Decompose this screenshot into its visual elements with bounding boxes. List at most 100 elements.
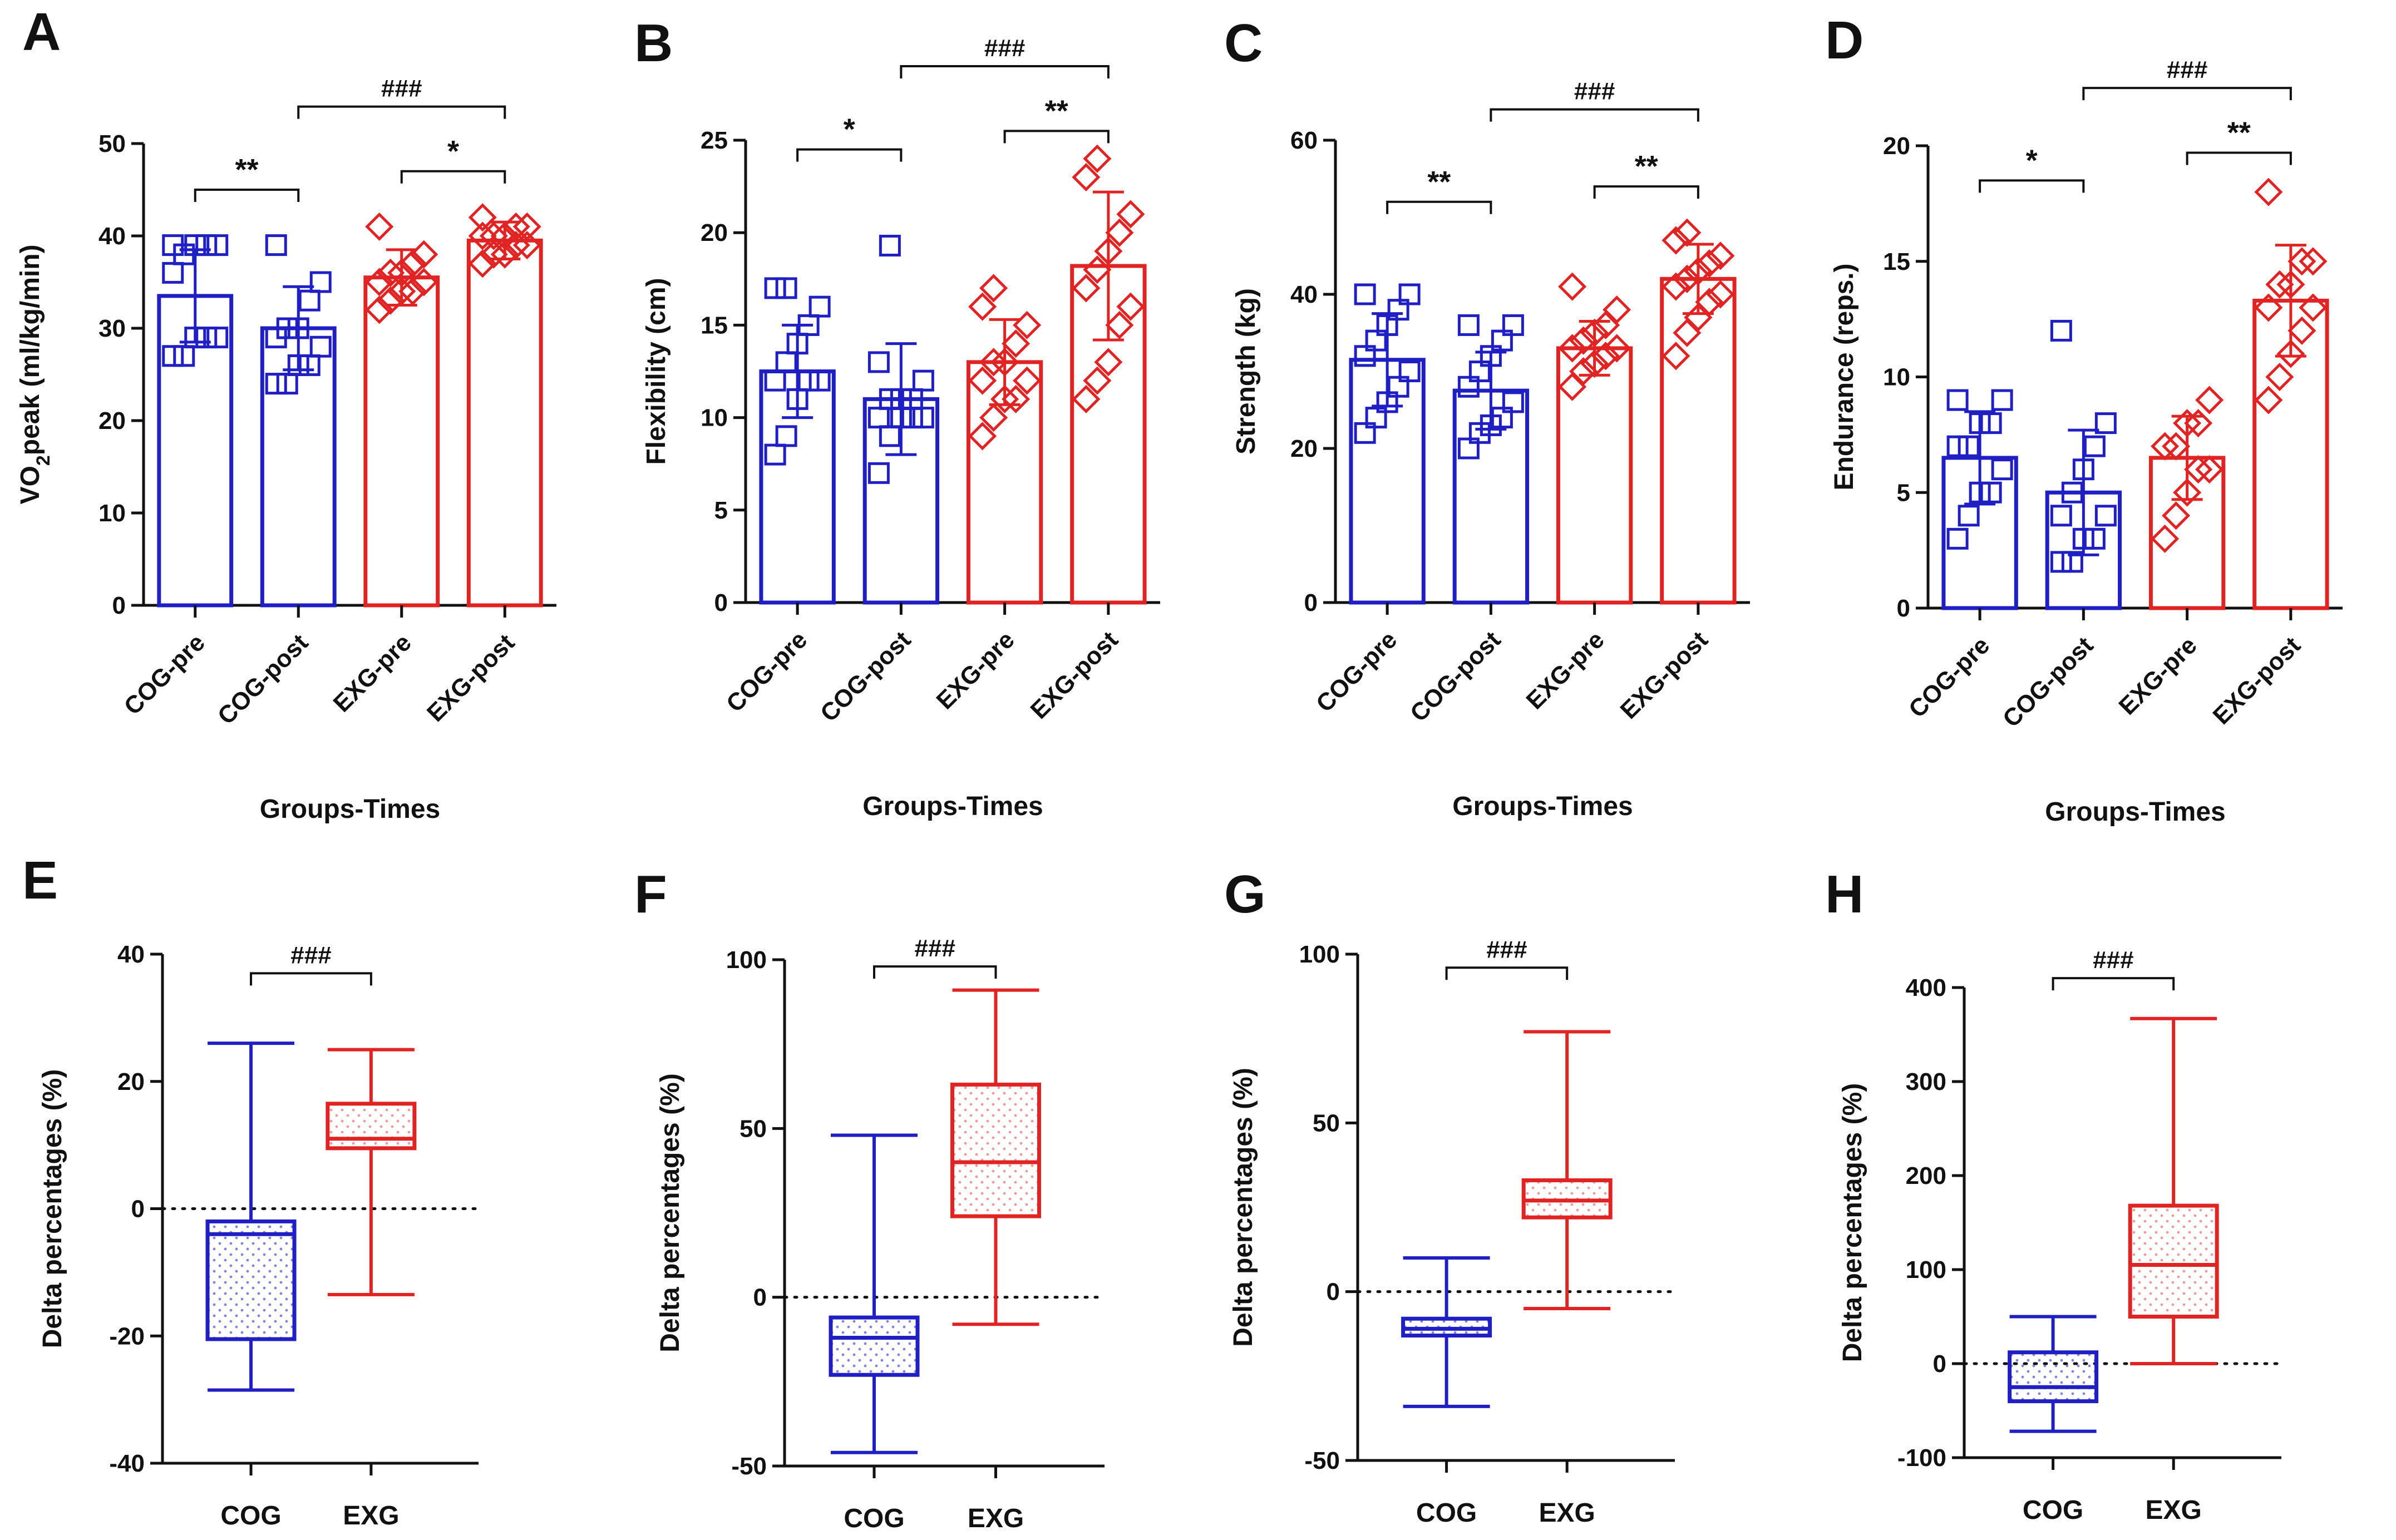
data-point [1662,342,1690,371]
y-tick-label: 0 [112,592,126,619]
data-point [365,295,394,324]
data-point [265,234,287,256]
data-point [1684,303,1713,332]
data-point [1376,314,1398,336]
y-tick-label: 0 [1327,1279,1340,1306]
data-point [1387,299,1409,321]
panel-label: G [1224,865,1266,924]
panel-E: E -40 -20 0 20 40 Delta percentages (%) COG EXG #… [22,851,480,1531]
bar [363,275,440,608]
data-point [287,317,309,339]
data-point [2173,409,2202,438]
y-tick-label: 10 [1883,364,1910,391]
x-tick-label: EXG [968,1504,1024,1533]
data-point [173,345,195,367]
y-tick-label: 50 [98,130,126,157]
data-point [1072,384,1101,413]
y-tick-label: 0 [1897,595,1910,622]
y-tick-label: 10 [701,404,728,432]
x-tick-label: COG [844,1504,904,1533]
data-point [1013,366,1042,395]
data-point [1558,272,1587,301]
data-point [775,351,797,373]
data-point [1946,527,1969,550]
data-point [1991,458,2013,481]
data-point [968,366,997,395]
data-point [2287,316,2316,345]
y-tick-label: 20 [117,1068,145,1095]
data-point [979,274,1008,303]
y-axis-title-subscript: 2 [33,455,54,466]
data-point [797,369,820,392]
y-tick-label: -100 [1897,1444,1946,1472]
data-point [2061,481,2083,504]
data-point [879,234,901,256]
x-axis-title: Groups-Times [862,792,1043,821]
y-axis-title: Delta percentages (%) [1838,1083,1867,1363]
data-point [1946,435,1969,457]
data-point [1365,329,1387,352]
panel-label: A [22,2,61,62]
data-point [1684,256,1713,285]
data-point [376,258,405,287]
x-tick-label: EXG [343,1501,399,1531]
significance-bracket [297,105,506,119]
x-tick-label: COG-pre [1904,631,1995,723]
y-tick-label: 100 [726,946,767,974]
data-point [2072,458,2094,481]
y-tick-label: 0 [1933,1350,1946,1378]
panel-G: G -50 0 50 100 Delta percentages (%) COG EXG ### [1224,865,1677,1528]
data-point [1105,218,1134,247]
y-tick-label: 0 [1304,589,1318,616]
data-point [1354,345,1376,367]
data-point [490,221,519,250]
data-point [1491,407,1513,429]
x-tick-label: COG-post [815,626,916,727]
significance-bracket [2052,977,2175,991]
x-tick-label: EXG [1539,1498,1595,1528]
data-point [490,240,519,269]
data-point [1457,437,1480,460]
data-point [912,407,934,429]
panel-label: B [634,13,673,73]
box [829,1315,920,1377]
data-point [195,234,218,256]
data-point [1980,481,2002,504]
significance-label: * [447,135,459,168]
significance-label: ### [915,935,955,962]
data-point [1491,329,1513,352]
data-point [867,351,890,373]
y-tick-label: 15 [701,312,728,339]
data-point [764,369,786,392]
data-point [990,348,1019,377]
x-tick-label: EXG-post [2208,631,2306,730]
panel-label: C [1224,13,1263,73]
significance-bracket [900,65,1110,79]
data-point [912,369,934,392]
data-point [867,407,890,429]
data-point [808,369,831,392]
data-point [1991,389,2013,411]
significance-label: ### [1574,78,1615,105]
data-point [797,314,820,336]
box [326,1102,417,1151]
x-tick-label: COG [1416,1498,1477,1528]
data-point [184,234,206,256]
x-tick-label: EXG-pre [2114,631,2202,720]
data-point [1603,334,1631,363]
y-tick-label: 0 [753,1284,767,1311]
data-point [276,373,298,395]
y-tick-label: 100 [1906,1256,1946,1284]
data-point [1706,280,1735,309]
y-tick-label: 300 [1906,1068,1946,1095]
panel-label: E [22,851,58,910]
data-point [990,384,1019,413]
box [950,1082,1041,1218]
data-point [162,345,184,367]
data-point [2254,386,2283,414]
data-point [1580,318,1609,347]
y-tick-label: 50 [739,1115,767,1142]
significance-label: ### [984,34,1025,62]
significance-bracket [194,189,300,202]
